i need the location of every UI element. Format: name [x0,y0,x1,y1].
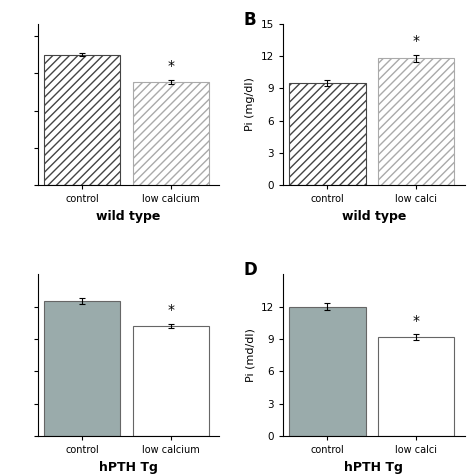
Bar [133,326,210,436]
Bar [289,83,365,185]
X-axis label: wild type: wild type [342,210,406,223]
Bar [44,55,120,185]
Text: *: * [168,303,175,317]
Y-axis label: Pi (md/dl): Pi (md/dl) [245,328,255,382]
Y-axis label: Pi (mg/dl): Pi (mg/dl) [245,78,255,131]
Bar [133,82,210,185]
Bar [44,301,120,436]
Text: *: * [413,34,420,48]
Text: B: B [243,11,255,29]
Text: *: * [413,314,420,328]
Text: *: * [168,59,175,73]
X-axis label: hPTH Tg: hPTH Tg [344,461,403,474]
Bar [289,307,365,436]
Bar [378,58,455,185]
Text: D: D [243,262,257,280]
Bar [378,337,455,436]
X-axis label: hPTH Tg: hPTH Tg [99,461,158,474]
X-axis label: wild type: wild type [97,210,161,223]
